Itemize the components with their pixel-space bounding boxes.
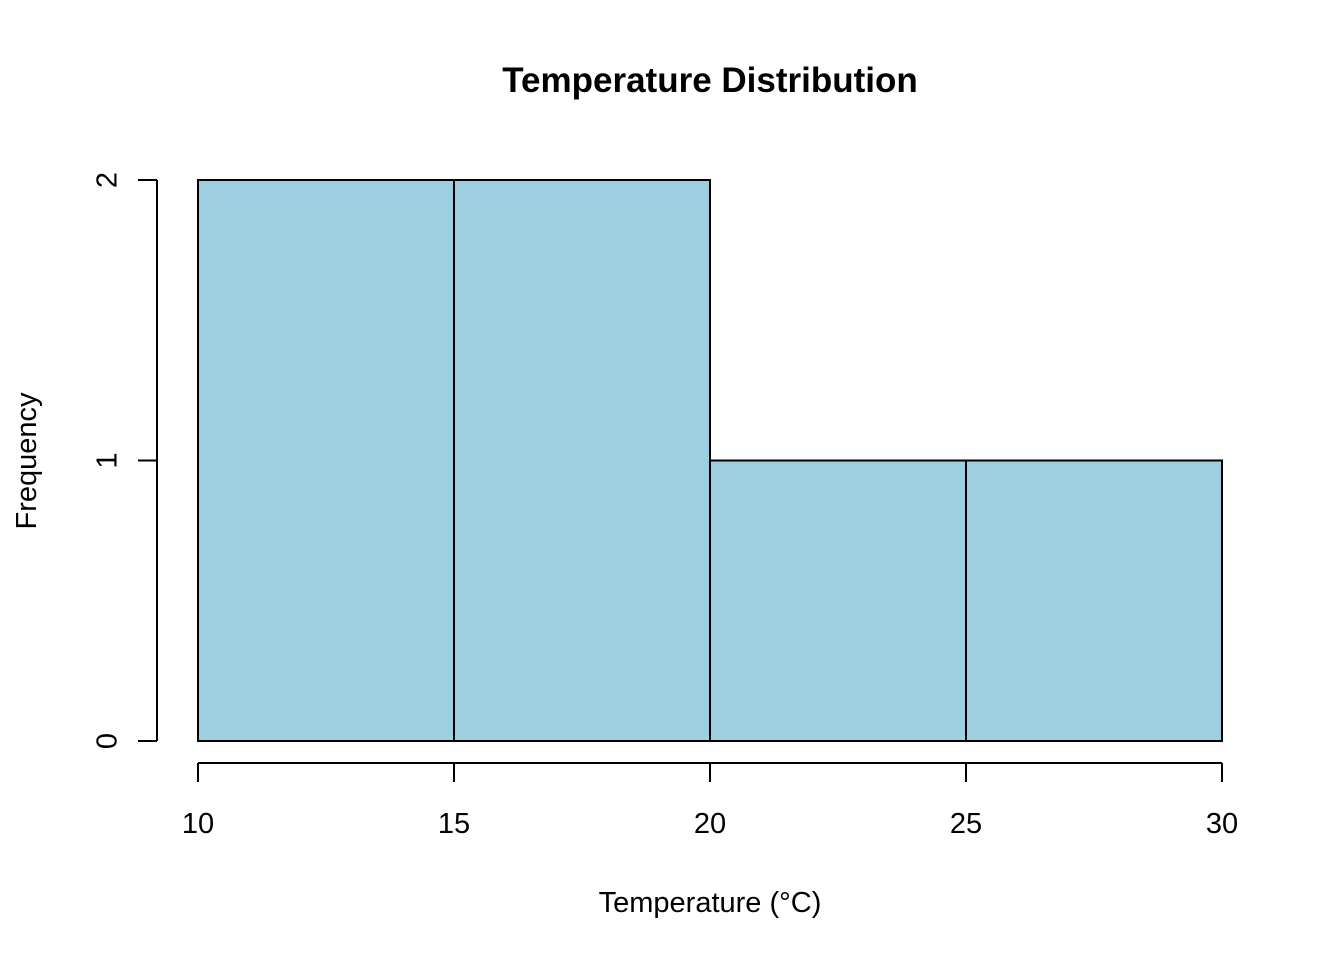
y-axis-label: Frequency [11, 392, 43, 530]
x-axis: 10 15 20 25 30 [182, 762, 1238, 840]
x-axis-label: Temperature (°C) [599, 887, 822, 919]
x-tick-label-10: 10 [182, 808, 214, 840]
histogram-bar-10-15 [197, 179, 455, 742]
histogram-bar-25-30 [965, 459, 1223, 742]
x-tick-label-30: 30 [1206, 808, 1238, 840]
y-tick-label-1: 1 [92, 452, 124, 468]
chart-title: Temperature Distribution [502, 61, 918, 100]
x-tick-label-15: 15 [438, 808, 470, 840]
histogram-bar-15-20 [453, 179, 711, 742]
y-axis: 0 1 2 [92, 172, 158, 749]
y-tick-label-0: 0 [92, 733, 124, 749]
y-tick-label-2: 2 [92, 172, 124, 188]
histogram-bar-20-25 [709, 459, 967, 742]
bars-layer [197, 179, 1223, 742]
x-tick-label-20: 20 [694, 808, 726, 840]
x-tick-label-25: 25 [950, 808, 982, 840]
